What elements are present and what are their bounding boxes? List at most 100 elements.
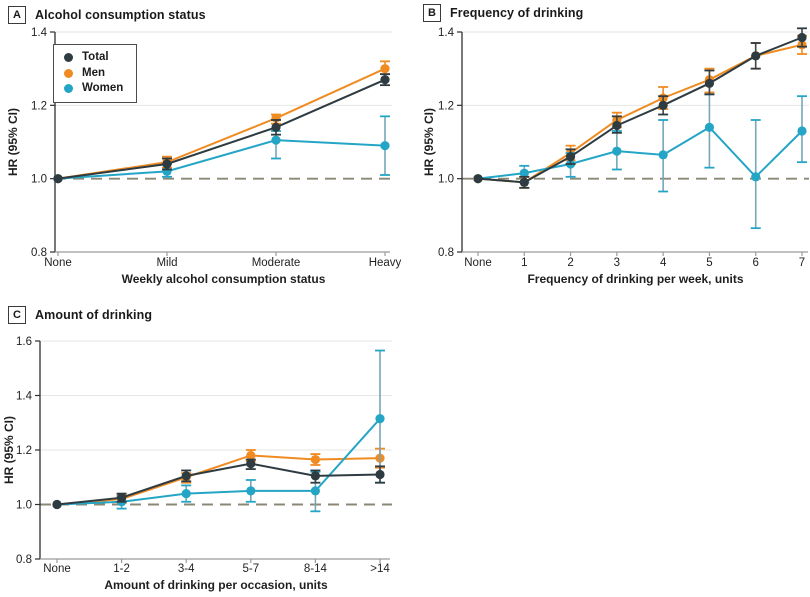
panel-a-chart: 0.8 1.0 1.2 1.4 None Mild Moderate Heavy Weekly …: [6, 27, 402, 286]
series-line: [56, 462, 381, 506]
data-point: [117, 493, 127, 503]
legend-marker-total-icon: [64, 53, 73, 63]
y-tick-label: 0.8: [16, 554, 32, 566]
x-tick-label: 2: [567, 257, 573, 269]
series-line: [56, 417, 381, 506]
panel-c: C Amount of drinking 0.8 1.0 1.2 1.4 1.6 None…: [0, 300, 405, 597]
y-tick-label: 1.0: [16, 500, 32, 512]
data-point: [181, 471, 191, 481]
panel-a: A Alcohol consumption status Total Men W…: [0, 0, 405, 300]
data-point: [310, 471, 320, 481]
panel-c-header: C Amount of drinking: [8, 306, 152, 324]
y-tick-label: 1.2: [31, 100, 47, 112]
y-tick-label: 1.4: [31, 27, 48, 39]
data-point: [375, 469, 385, 480]
panel-b: B Frequency of drinking 0.8 1.0 1.2 1.4 None…: [405, 0, 810, 300]
y-tick-label: 0.8: [438, 247, 454, 259]
x-tick-label: >14: [370, 563, 390, 575]
legend-label-men: Men: [82, 66, 105, 79]
x-tick-label: 1: [521, 257, 527, 269]
y-axis-title: HR (95% CI): [2, 416, 16, 484]
series-line: [477, 36, 803, 184]
panel-b-chart: 0.8 1.0 1.2 1.4 None 1 2 3 4 5 6 7 Frequency of drin…: [422, 27, 809, 286]
x-tick-label: None: [44, 257, 72, 269]
data-point: [53, 174, 63, 184]
data-point: [246, 486, 256, 496]
series-line: [57, 78, 386, 180]
data-point: [310, 486, 320, 496]
data-point: [380, 64, 390, 74]
data-point: [658, 100, 668, 110]
legend-item-women: Women: [64, 82, 123, 95]
data-point: [181, 489, 191, 499]
data-point: [473, 174, 483, 184]
panel-c-chart: 0.8 1.0 1.2 1.4 1.6 None 1-2 3-4 5-7 8-14 >14 Amoun…: [2, 336, 392, 592]
data-point: [612, 120, 622, 131]
data-point: [375, 414, 385, 424]
y-tick-label: 1.4: [438, 27, 455, 39]
x-tick-label: None: [464, 257, 492, 269]
x-tick-label: Heavy: [369, 257, 402, 269]
x-tick-label: 6: [753, 257, 759, 269]
series-women: [53, 115, 390, 184]
data-point: [52, 499, 62, 510]
y-tick-label: 1.2: [438, 100, 454, 112]
panel-b-header: B Frequency of drinking: [423, 4, 583, 22]
y-axis-title: HR (95% CI): [422, 108, 436, 176]
x-tick-label: Mild: [156, 257, 177, 269]
x-tick-label: 3: [614, 257, 620, 269]
data-point: [519, 168, 529, 178]
data-point: [271, 135, 281, 145]
series-line: [57, 139, 386, 180]
y-tick-label: 1.4: [16, 391, 33, 403]
x-tick-label: Moderate: [252, 257, 301, 269]
legend-marker-women-icon: [64, 84, 73, 94]
series-total: [473, 27, 807, 189]
legend-item-men: Men: [64, 66, 123, 80]
y-tick-label: 0.8: [31, 247, 47, 259]
data-point: [704, 78, 715, 88]
panel-c-letter-badge: C: [8, 306, 26, 324]
data-point: [271, 122, 281, 132]
y-tick-label: 1.0: [31, 174, 47, 186]
data-point: [565, 152, 576, 162]
data-point: [246, 459, 256, 469]
legend-label-total: Total: [82, 51, 109, 63]
legend-marker-men-icon: [64, 68, 73, 78]
data-point: [380, 75, 390, 85]
y-tick-label: 1.6: [16, 336, 32, 348]
x-axis-title: Weekly alcohol consumption status: [122, 272, 326, 286]
data-point: [658, 150, 668, 160]
x-axis-title: Amount of drinking per occasion, units: [104, 578, 328, 592]
data-point: [519, 177, 529, 187]
series-women: [473, 93, 807, 230]
legend-item-total: Total: [64, 51, 123, 64]
panel-a-letter-badge: A: [8, 6, 26, 24]
legend: Total Men Women: [53, 44, 138, 103]
y-axis-title: HR (95% CI): [6, 108, 20, 176]
data-point: [797, 32, 807, 43]
data-point: [751, 172, 761, 182]
y-tick-label: 1.0: [438, 174, 454, 186]
x-axis-title: Frequency of drinking per week, units: [527, 272, 743, 286]
y-tick-label: 1.2: [16, 445, 32, 457]
series-line: [477, 43, 803, 184]
series-line: [56, 454, 381, 506]
series-total: [52, 458, 385, 510]
x-tick-label: 4: [660, 257, 667, 269]
panel-a-header: A Alcohol consumption status: [8, 6, 206, 24]
x-tick-label: 1-2: [113, 563, 130, 575]
data-point: [704, 122, 715, 132]
panel-c-title: Amount of drinking: [35, 308, 153, 322]
panel-b-letter-badge: B: [423, 4, 441, 22]
series-line: [477, 126, 803, 180]
data-point: [380, 141, 390, 151]
series-women: [52, 349, 385, 513]
x-tick-label: None: [43, 563, 71, 575]
panel-a-title: Alcohol consumption status: [35, 8, 206, 22]
series-total: [53, 73, 390, 184]
x-tick-label: 8-14: [304, 563, 328, 575]
x-tick-label: 5: [706, 257, 712, 269]
data-point: [797, 126, 807, 136]
